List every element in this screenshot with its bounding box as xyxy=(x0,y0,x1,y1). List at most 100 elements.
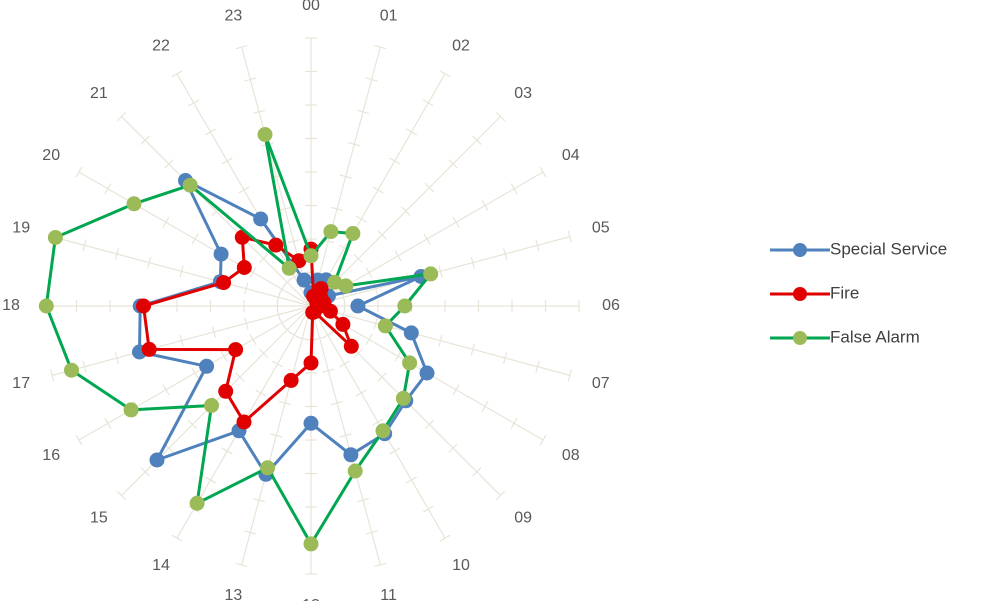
tick-mark xyxy=(235,372,245,382)
hour-label-02: 02 xyxy=(452,37,470,54)
data-point-11 xyxy=(347,463,363,479)
hour-label-05: 05 xyxy=(592,220,610,237)
tick-mark xyxy=(423,233,431,245)
tick-mark xyxy=(249,334,257,345)
data-point-22 xyxy=(253,211,269,227)
tick-mark xyxy=(82,360,87,373)
tick-mark xyxy=(179,265,184,278)
data-point-11 xyxy=(343,447,359,463)
tick-mark xyxy=(535,360,540,373)
tick-mark xyxy=(472,135,482,145)
tick-mark xyxy=(221,447,233,455)
data-point-08 xyxy=(419,365,435,381)
data-point-06 xyxy=(397,298,413,314)
data-point-13 xyxy=(283,372,299,388)
data-point-23 xyxy=(296,272,312,288)
tick-mark xyxy=(221,157,233,165)
hour-label-17: 17 xyxy=(12,375,30,392)
series-false-alarm xyxy=(38,127,439,552)
tick-mark xyxy=(374,562,387,568)
tick-mark xyxy=(162,384,170,396)
tick-mark xyxy=(187,419,198,430)
hour-label-22: 22 xyxy=(152,37,170,54)
tick-mark xyxy=(191,233,199,245)
tick-mark xyxy=(244,77,257,82)
series-line xyxy=(44,133,433,546)
tick-mark xyxy=(339,360,350,368)
data-point-14 xyxy=(189,495,205,511)
tick-mark xyxy=(472,467,482,477)
tick-mark xyxy=(235,44,248,50)
hour-label-11: 11 xyxy=(380,587,397,601)
data-point-05 xyxy=(423,266,439,282)
tick-mark xyxy=(567,369,573,382)
hour-label-07: 07 xyxy=(592,375,610,392)
data-point-12 xyxy=(303,536,319,552)
hour-label-03: 03 xyxy=(514,85,532,102)
tick-mark xyxy=(373,317,378,330)
tick-mark xyxy=(439,534,451,542)
tick-mark xyxy=(279,206,291,212)
tick-mark xyxy=(406,476,417,484)
data-point-16 xyxy=(123,402,139,418)
tick-mark xyxy=(377,372,387,382)
tick-mark xyxy=(287,239,300,244)
tick-mark xyxy=(503,248,508,260)
tick-mark xyxy=(394,350,402,362)
tick-mark xyxy=(171,70,183,78)
tick-mark xyxy=(448,159,458,169)
data-point-08 xyxy=(335,316,351,332)
tick-mark xyxy=(365,530,378,535)
tick-mark xyxy=(365,267,373,278)
series-plot-area xyxy=(38,127,439,552)
tick-mark xyxy=(188,99,200,107)
data-point-11 xyxy=(305,305,321,320)
tick-mark xyxy=(348,142,361,147)
hour-label-14: 14 xyxy=(152,557,170,574)
tick-mark xyxy=(535,239,540,252)
tick-mark xyxy=(140,467,150,477)
data-point-07 xyxy=(377,318,393,334)
hour-label-15: 15 xyxy=(90,509,108,526)
data-point-15 xyxy=(149,452,165,468)
hour-label-18: 18 xyxy=(2,297,20,314)
tick-mark xyxy=(253,498,265,503)
tick-mark xyxy=(331,400,343,406)
tick-mark xyxy=(452,216,460,228)
data-point-08 xyxy=(402,355,418,371)
legend: Special Service Fire False Alarm xyxy=(770,239,947,346)
data-point-09 xyxy=(395,390,411,406)
tick-mark xyxy=(49,369,55,382)
hour-label-20: 20 xyxy=(42,147,60,164)
tick-mark xyxy=(331,206,343,212)
tick-mark xyxy=(258,348,269,359)
tick-mark xyxy=(439,70,451,78)
tick-mark xyxy=(424,419,435,430)
hour-label-12: 12 xyxy=(302,597,320,601)
data-point-10 xyxy=(375,423,391,439)
tick-mark xyxy=(270,433,283,438)
tick-mark xyxy=(339,433,352,438)
tick-mark xyxy=(140,135,150,145)
tick-mark xyxy=(365,334,373,345)
tick-mark xyxy=(244,530,257,535)
tick-mark xyxy=(481,200,489,211)
tick-mark xyxy=(272,360,283,368)
tick-mark xyxy=(339,174,352,179)
data-point-04 xyxy=(338,278,354,294)
tick-mark xyxy=(238,186,250,194)
hour-label-00: 00 xyxy=(302,0,320,14)
tick-mark xyxy=(279,400,291,406)
data-point-14 xyxy=(236,414,252,430)
hour-label-06: 06 xyxy=(602,297,620,314)
tick-mark xyxy=(448,443,458,453)
tick-mark xyxy=(357,498,369,503)
tick-mark xyxy=(116,111,127,122)
tick-mark xyxy=(249,267,257,278)
tick-mark xyxy=(75,434,83,446)
data-point-12 xyxy=(303,415,319,431)
tick-mark xyxy=(470,343,475,356)
tick-mark xyxy=(104,183,112,195)
hour-label-08: 08 xyxy=(562,447,580,464)
